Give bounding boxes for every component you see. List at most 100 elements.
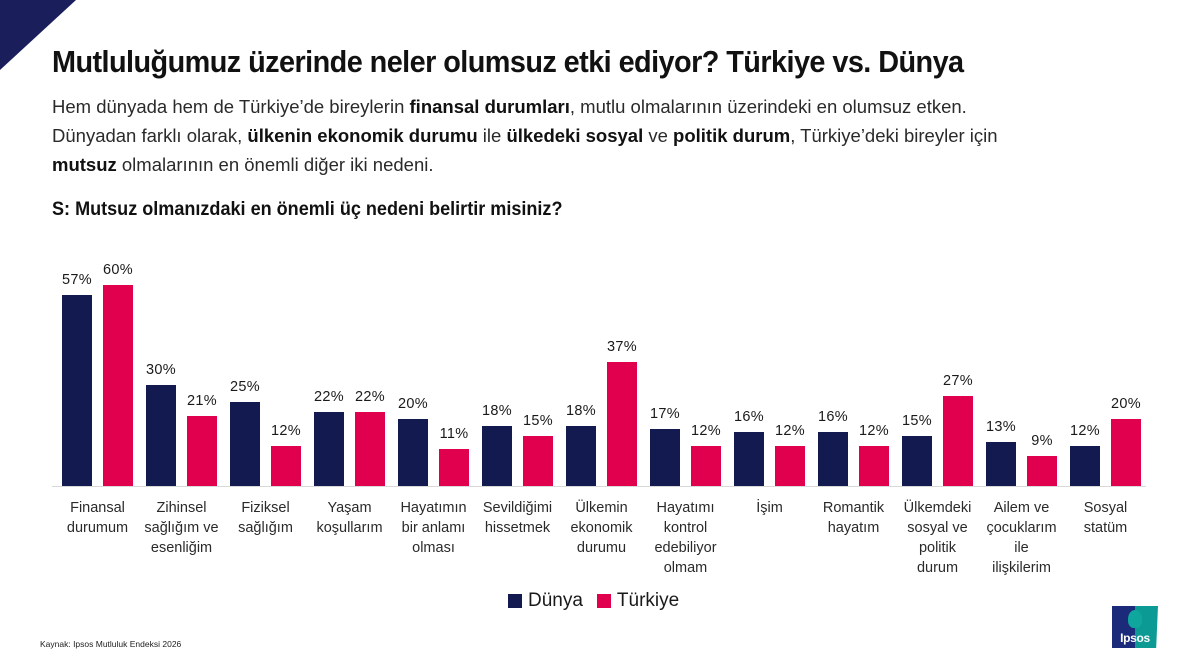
subtitle-text: ile bbox=[477, 125, 507, 146]
category-label-line: statüm bbox=[1083, 520, 1128, 536]
category-label-line: ile bbox=[1014, 540, 1029, 556]
value-label-dunya: 15% bbox=[902, 413, 932, 429]
value-label-dunya: 20% bbox=[398, 396, 428, 412]
category-label-line: Sevildiğimi bbox=[482, 500, 553, 516]
value-label-turkiye: 12% bbox=[859, 423, 889, 439]
category-label-line: bir anlamı bbox=[401, 520, 466, 536]
category-label-line: Ülkemdeki bbox=[903, 500, 972, 516]
value-label-turkiye: 20% bbox=[1111, 396, 1141, 412]
subtitle-text: Dünyadan farklı olarak, bbox=[52, 125, 248, 146]
subtitle-text: , Türkiye’deki bireyler için bbox=[790, 125, 998, 146]
bar-dunya bbox=[650, 429, 680, 486]
value-label-turkiye: 12% bbox=[691, 423, 721, 439]
legend-swatch-turkiye bbox=[596, 594, 611, 608]
bar-dunya bbox=[146, 385, 176, 486]
bar-turkiye bbox=[943, 396, 973, 486]
bar-turkiye bbox=[1027, 456, 1057, 486]
category-label-line: hissetmek bbox=[484, 520, 551, 536]
category-label-line: sağlığım bbox=[238, 520, 293, 536]
bar-dunya bbox=[314, 412, 344, 486]
bar-turkiye bbox=[607, 362, 637, 486]
chart-baseline bbox=[52, 486, 1146, 487]
category-label: Fiziksel sağlığım bbox=[220, 498, 312, 538]
category-label-line: Romantik bbox=[822, 500, 885, 516]
category-label: Yaşam koşullarım bbox=[304, 498, 396, 538]
subtitle-text: Hem dünyada hem de Türkiye’de bireylerin bbox=[52, 96, 410, 117]
bar-turkiye bbox=[103, 285, 133, 486]
value-label-dunya: 57% bbox=[62, 272, 92, 288]
category-label-line: durumum bbox=[66, 520, 129, 536]
legend-swatch-dunya bbox=[508, 594, 522, 608]
bar-dunya bbox=[482, 426, 512, 486]
category-label-line: çocuklarım bbox=[986, 520, 1057, 536]
bar-dunya bbox=[818, 432, 848, 486]
category-label-line: Ülkemin bbox=[575, 500, 628, 516]
bar-dunya bbox=[902, 436, 932, 486]
bar-turkiye bbox=[271, 446, 301, 486]
value-label-dunya: 25% bbox=[230, 379, 260, 395]
category-label: Sevildiğimi hissetmek bbox=[472, 498, 564, 538]
value-label-turkiye: 21% bbox=[187, 393, 217, 409]
category-label-line: ekonomik bbox=[570, 520, 633, 536]
subtitle-line-1: Hem dünyada hem de Türkiye’de bireylerin… bbox=[52, 92, 1162, 121]
category-label: Ailem ve çocuklarım ile ilişkilerim bbox=[976, 498, 1068, 578]
value-label-dunya: 22% bbox=[314, 389, 344, 405]
bar-dunya bbox=[398, 419, 428, 486]
bar-turkiye bbox=[523, 436, 553, 486]
legend-label-dunya: Dünya bbox=[528, 590, 583, 611]
value-label-dunya: 30% bbox=[146, 362, 176, 378]
category-label-line: durum bbox=[916, 560, 959, 576]
legend-label-turkiye: Türkiye bbox=[616, 590, 680, 611]
legend-item-turkiye: Türkiye bbox=[596, 590, 680, 612]
subtitle-emphasis: mutsuz bbox=[52, 154, 117, 175]
value-label-dunya: 18% bbox=[482, 403, 512, 419]
value-label-turkiye: 60% bbox=[103, 262, 133, 278]
legend-item-dunya: Dünya bbox=[508, 590, 583, 612]
subtitle-emphasis: politik durum bbox=[673, 125, 791, 146]
page-title: Mutluluğumuz üzerinde neler olumsuz etki… bbox=[52, 44, 964, 79]
category-label-line: politik bbox=[918, 540, 957, 556]
category-label: Hayatımın bir anlamı olması bbox=[388, 498, 480, 558]
category-label-line: sosyal ve bbox=[907, 520, 968, 536]
bar-dunya bbox=[734, 432, 764, 486]
category-label-line: sağlığım ve bbox=[144, 520, 219, 536]
category-label-line: olması bbox=[412, 540, 455, 556]
category-label-line: hayatım bbox=[827, 520, 880, 536]
value-label-turkiye: 9% bbox=[1031, 433, 1053, 449]
subtitle-text: , mutlu olmalarının üzerindeki en olumsu… bbox=[569, 96, 967, 117]
category-label: Sosyal statüm bbox=[1060, 498, 1152, 538]
value-label-dunya: 16% bbox=[734, 409, 764, 425]
bar-turkiye bbox=[439, 449, 469, 486]
bar-turkiye bbox=[355, 412, 385, 486]
subtitle: Hem dünyada hem de Türkiye’de bireylerin… bbox=[52, 92, 1162, 179]
corner-decoration bbox=[0, 0, 76, 70]
value-label-turkiye: 15% bbox=[523, 413, 553, 429]
bar-turkiye bbox=[775, 446, 805, 486]
subtitle-line-3: mutsuz olmalarının en önemli diğer iki n… bbox=[52, 150, 1162, 179]
category-label-line: ilişkilerim bbox=[992, 560, 1051, 576]
logo-head-icon bbox=[1128, 610, 1142, 628]
value-label-dunya: 17% bbox=[650, 406, 680, 422]
category-label: Zihinsel sağlığım ve esenliğim bbox=[136, 498, 228, 558]
bar-dunya bbox=[566, 426, 596, 486]
category-label: Finansal durumum bbox=[52, 498, 144, 538]
category-label: Hayatımı kontrol edebiliyor olmam bbox=[640, 498, 732, 578]
bar-chart: 57% 60% Finansal durumum 30% 21% Zihinsel sağlı… bbox=[52, 262, 1152, 578]
category-label-line: Fiziksel bbox=[241, 500, 290, 516]
subtitle-line-2: Dünyadan farklı olarak, ülkenin ekonomik… bbox=[52, 121, 1162, 150]
subtitle-text: ve bbox=[643, 125, 674, 146]
value-label-turkiye: 22% bbox=[355, 389, 385, 405]
category-label-line: İşim bbox=[756, 500, 783, 516]
subtitle-text: olmalarının en önemli diğer iki nedeni. bbox=[116, 154, 434, 175]
bar-turkiye bbox=[691, 446, 721, 486]
source-note: Kaynak: Ipsos Mutluluk Endeksi 2026 bbox=[40, 639, 182, 649]
category-label: Romantik hayatım bbox=[808, 498, 900, 538]
bar-turkiye bbox=[1111, 419, 1141, 486]
value-label-dunya: 16% bbox=[818, 409, 848, 425]
category-label-line: durumu bbox=[576, 540, 627, 556]
value-label-turkiye: 37% bbox=[607, 339, 637, 355]
category-label-line: Zihinsel bbox=[156, 500, 207, 516]
category-label-line: Hayatımın bbox=[400, 500, 467, 516]
category-label-line: kontrol bbox=[663, 520, 708, 536]
bar-dunya bbox=[62, 295, 92, 486]
